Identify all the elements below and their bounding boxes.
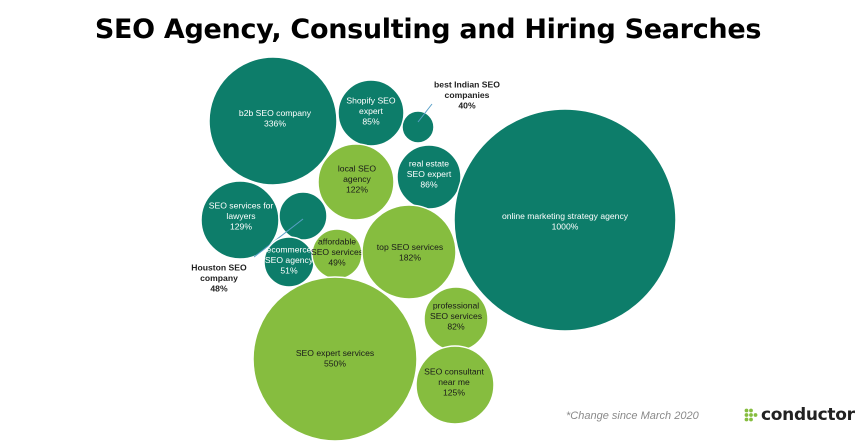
bubble-value: 49% bbox=[328, 258, 346, 268]
bubble-label-line: expert bbox=[359, 106, 383, 116]
bubble-circle bbox=[252, 276, 418, 442]
bubble: Shopify SEO expert 85% bbox=[337, 79, 405, 147]
bubble: ecommerce SEO agency 51% bbox=[263, 236, 315, 288]
bubble-label-line: ecommerce bbox=[267, 245, 312, 255]
brand: conductor bbox=[744, 405, 855, 425]
bubble-label-line: lawyers bbox=[226, 211, 255, 221]
bubble-label-line: online marketing strategy agency bbox=[502, 211, 629, 221]
bubble-label-line: company bbox=[200, 273, 238, 283]
bubble-value: 82% bbox=[447, 322, 465, 332]
bubble-value: 86% bbox=[420, 180, 438, 190]
bubble: affordable SEO services 49% bbox=[311, 228, 363, 280]
footnote: *Change since March 2020 bbox=[566, 410, 699, 422]
bubble-value: 51% bbox=[280, 266, 298, 276]
bubble-circle bbox=[453, 108, 677, 332]
bubble-label: online marketing strategy agency 1000% bbox=[502, 211, 629, 232]
bubble-label-line: agency bbox=[343, 174, 371, 184]
bubble-value: 122% bbox=[346, 185, 368, 195]
bubble-label: Shopify SEO expert 85% bbox=[346, 96, 396, 127]
bubble-value: 125% bbox=[443, 388, 465, 398]
bubble-label: b2b SEO company 336% bbox=[239, 108, 312, 128]
bubble-label-line: b2b SEO company bbox=[239, 108, 312, 118]
leader-line bbox=[417, 103, 433, 123]
bubble-label: ecommerce SEO agency 51% bbox=[265, 245, 314, 276]
bubble-label: professional SEO services 82% bbox=[430, 301, 482, 332]
bubble-label-line: Houston SEO bbox=[191, 263, 247, 273]
chart-title: SEO Agency, Consulting and Hiring Search… bbox=[94, 14, 762, 45]
bubble-circle bbox=[337, 79, 405, 147]
bubble-value: 129% bbox=[230, 222, 252, 232]
conductor-logo-icon bbox=[744, 408, 758, 422]
bubble-label: best Indian SEO companies 40% bbox=[434, 80, 500, 111]
bubble: Houston SEO company 48% bbox=[191, 191, 328, 294]
bubble-circle bbox=[415, 345, 495, 425]
bubble-value: 40% bbox=[458, 101, 476, 111]
bubble-label: SEO services for lawyers 129% bbox=[209, 201, 274, 232]
bubble-circle bbox=[278, 191, 328, 241]
bubble-label-line: top SEO services bbox=[377, 242, 443, 252]
bubble: b2b SEO company 336% bbox=[208, 56, 338, 186]
bubble-label-line: near me bbox=[438, 377, 470, 387]
bubble: SEO expert services 550% bbox=[252, 276, 418, 442]
bubble: professional SEO services 82% bbox=[423, 286, 489, 352]
bubble: SEO services for lawyers 129% bbox=[200, 180, 280, 260]
bubble-value: 182% bbox=[399, 252, 421, 262]
bubble-label: SEO expert services 550% bbox=[296, 348, 374, 369]
leader-line bbox=[253, 218, 304, 258]
bubble-label-line: local SEO bbox=[338, 164, 377, 174]
bubble-label: Houston SEO company 48% bbox=[191, 263, 247, 294]
bubble-label: top SEO services 182% bbox=[377, 242, 443, 263]
bubble-label-line: SEO services bbox=[311, 247, 363, 257]
bubble: local SEO agency 122% bbox=[317, 143, 395, 221]
bubble-value: 85% bbox=[362, 117, 380, 127]
bubble-label-line: SEO consultant bbox=[424, 367, 484, 377]
bubble-label: affordable SEO services 49% bbox=[311, 237, 363, 268]
bubble-label-line: best Indian SEO bbox=[434, 80, 500, 90]
bubble: top SEO services 182% bbox=[361, 204, 457, 300]
bubble-circle bbox=[208, 56, 338, 186]
bubble-label-line: SEO expert services bbox=[296, 348, 374, 358]
bubble-value: 336% bbox=[264, 118, 286, 128]
bubble-label-line: Shopify SEO bbox=[346, 96, 396, 106]
bubble-circle bbox=[361, 204, 457, 300]
bubble: SEO consultant near me 125% bbox=[415, 345, 495, 425]
bubble-label-line: affordable bbox=[318, 237, 356, 247]
brand-name: conductor bbox=[761, 405, 855, 425]
bubble-label-line: SEO agency bbox=[265, 255, 314, 265]
bubble-value: 1000% bbox=[552, 221, 579, 231]
bubble-label-line: real estate bbox=[409, 159, 449, 169]
bubble-value: 48% bbox=[210, 284, 228, 294]
bubble-label: SEO consultant near me 125% bbox=[424, 367, 484, 398]
bubble-label: real estate SEO expert 86% bbox=[407, 159, 452, 190]
bubble: online marketing strategy agency 1000% bbox=[453, 108, 677, 332]
bubble-label-line: companies bbox=[445, 90, 490, 100]
bubble-label-line: SEO services bbox=[430, 311, 482, 321]
bubble: best Indian SEO companies 40% bbox=[401, 80, 500, 144]
bubble: real estate SEO expert 86% bbox=[396, 144, 462, 210]
bubble-value: 550% bbox=[324, 358, 346, 368]
bubble-circle bbox=[317, 143, 395, 221]
bubble-label-line: SEO services for bbox=[209, 201, 274, 211]
bubble-label-line: SEO expert bbox=[407, 169, 452, 179]
bubble-label: local SEO agency 122% bbox=[338, 164, 377, 195]
bubble-label-line: professional bbox=[433, 301, 479, 311]
bubble-circle bbox=[401, 110, 435, 144]
